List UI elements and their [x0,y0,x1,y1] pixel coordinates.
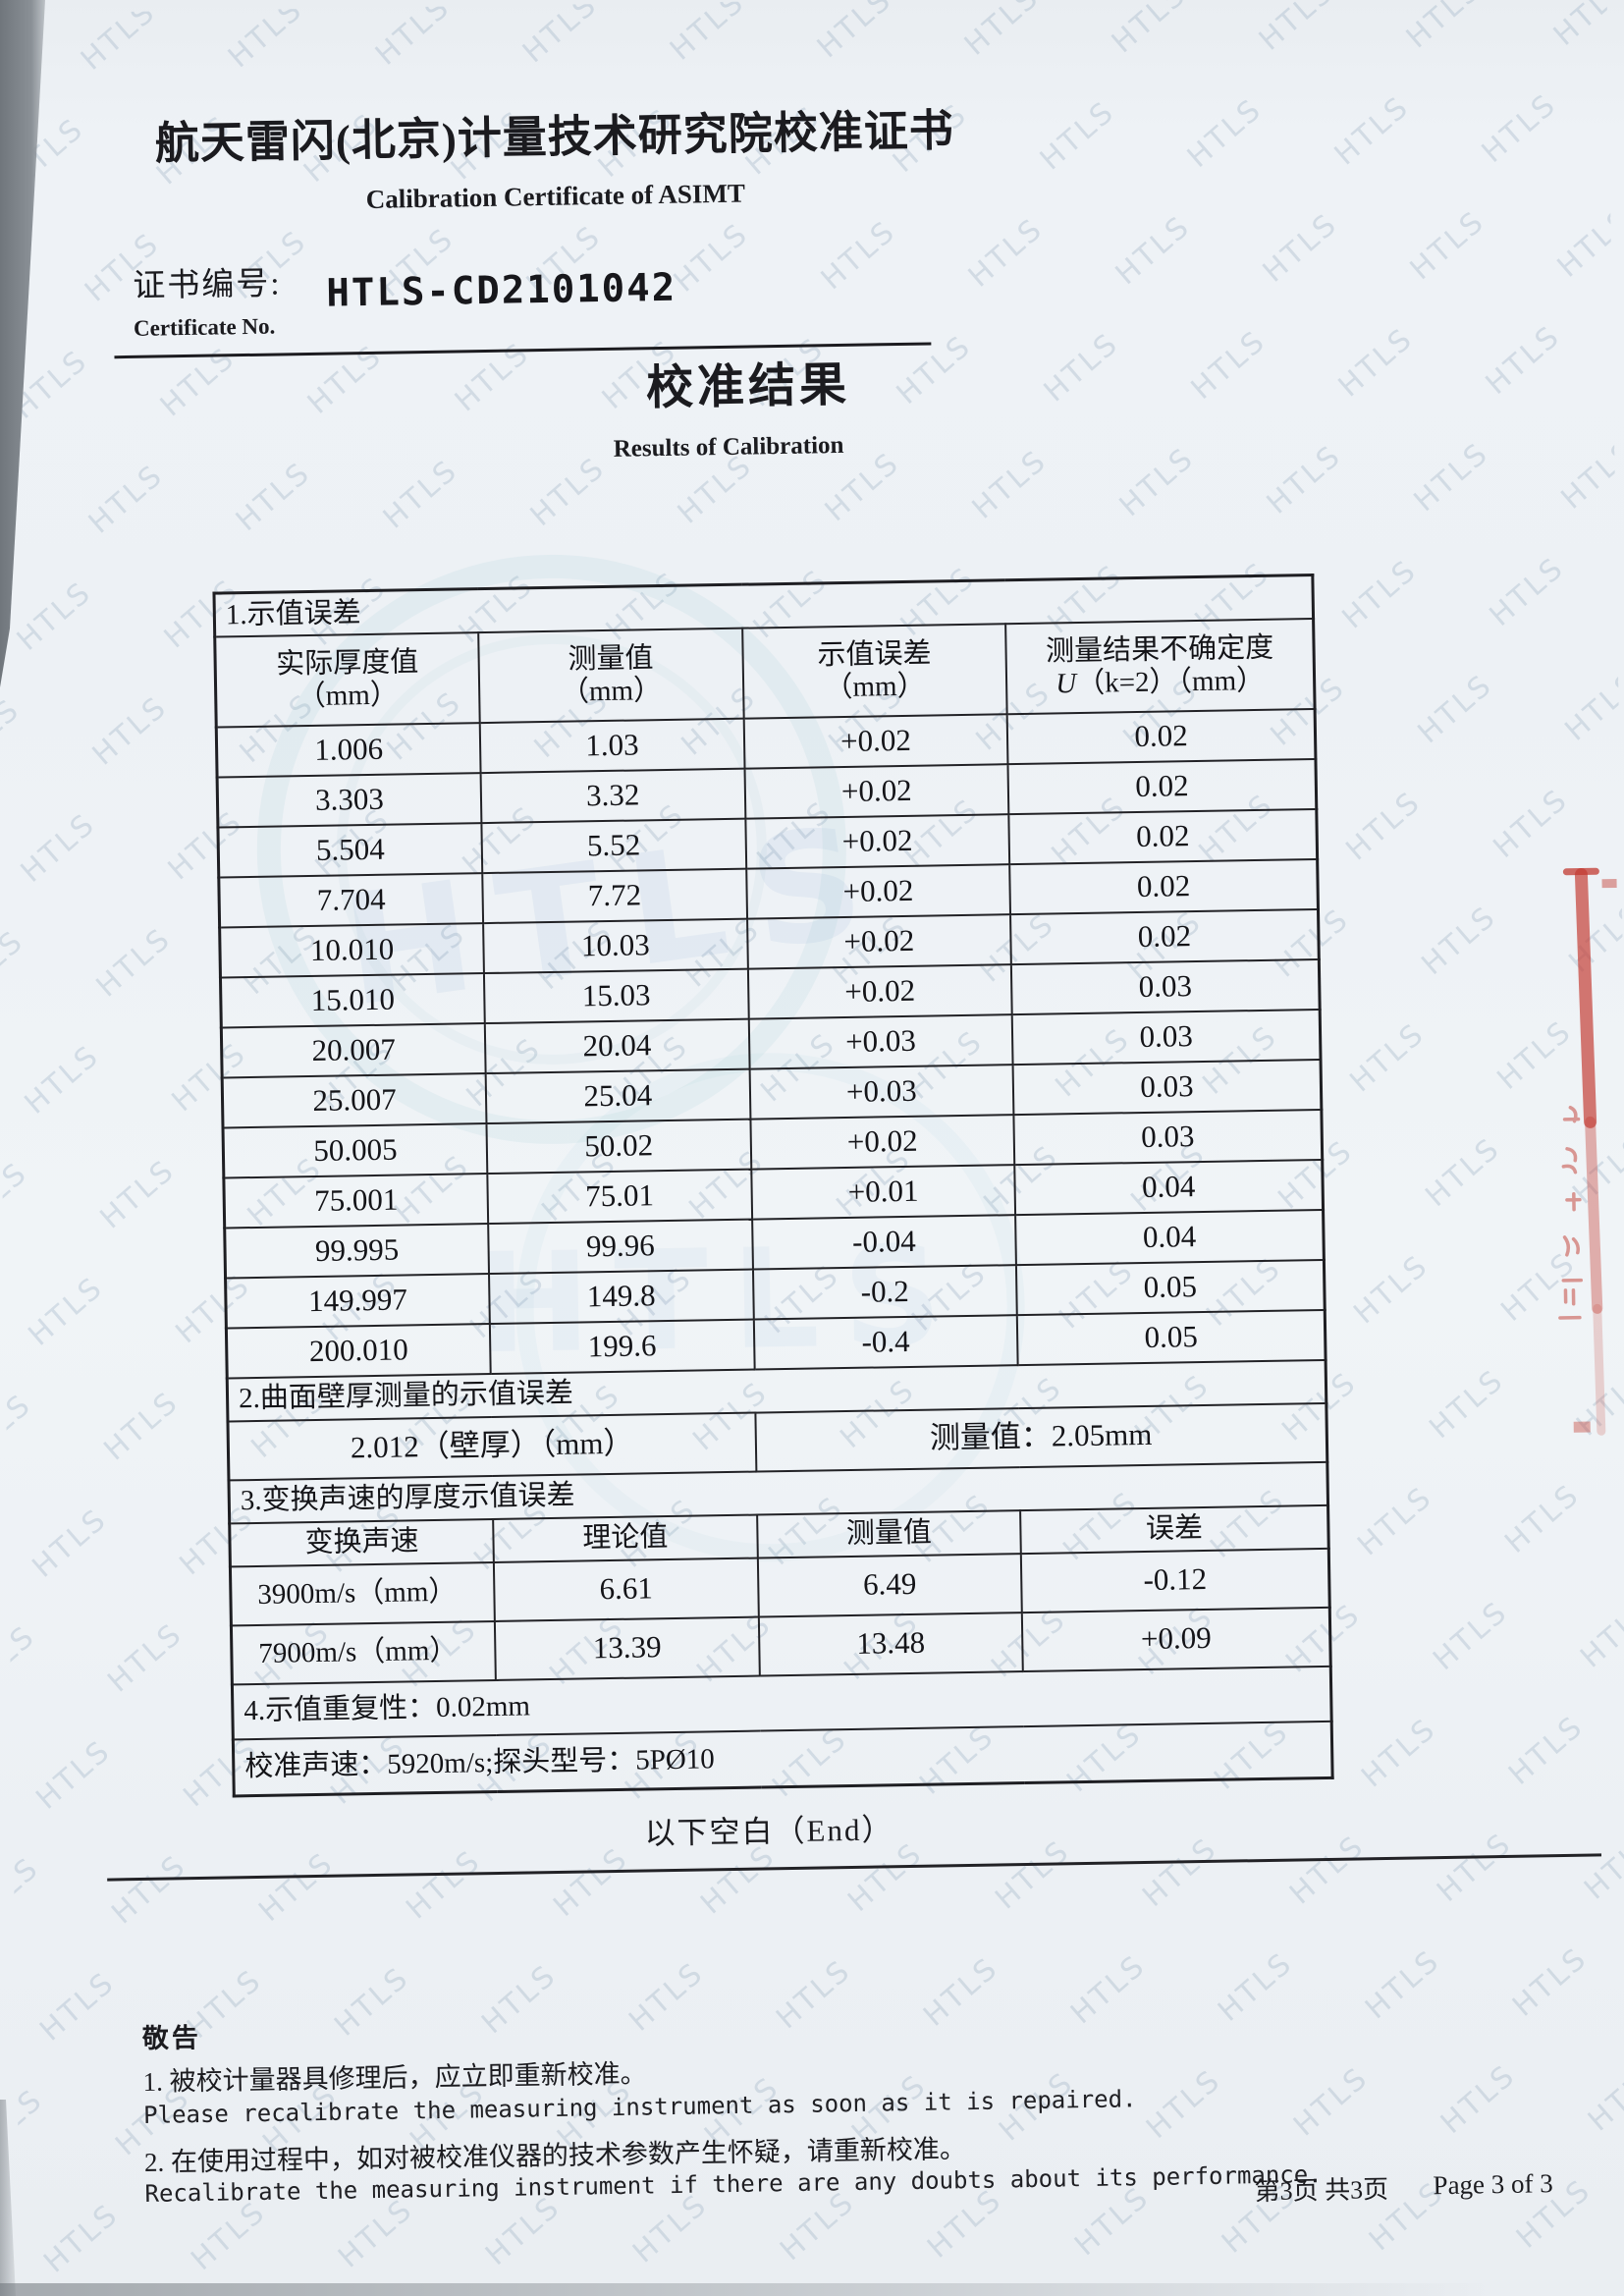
scanner-edge-shadow-bottom [0,2283,1624,2296]
svg-text:HTLS: HTLS [474,1217,966,1385]
